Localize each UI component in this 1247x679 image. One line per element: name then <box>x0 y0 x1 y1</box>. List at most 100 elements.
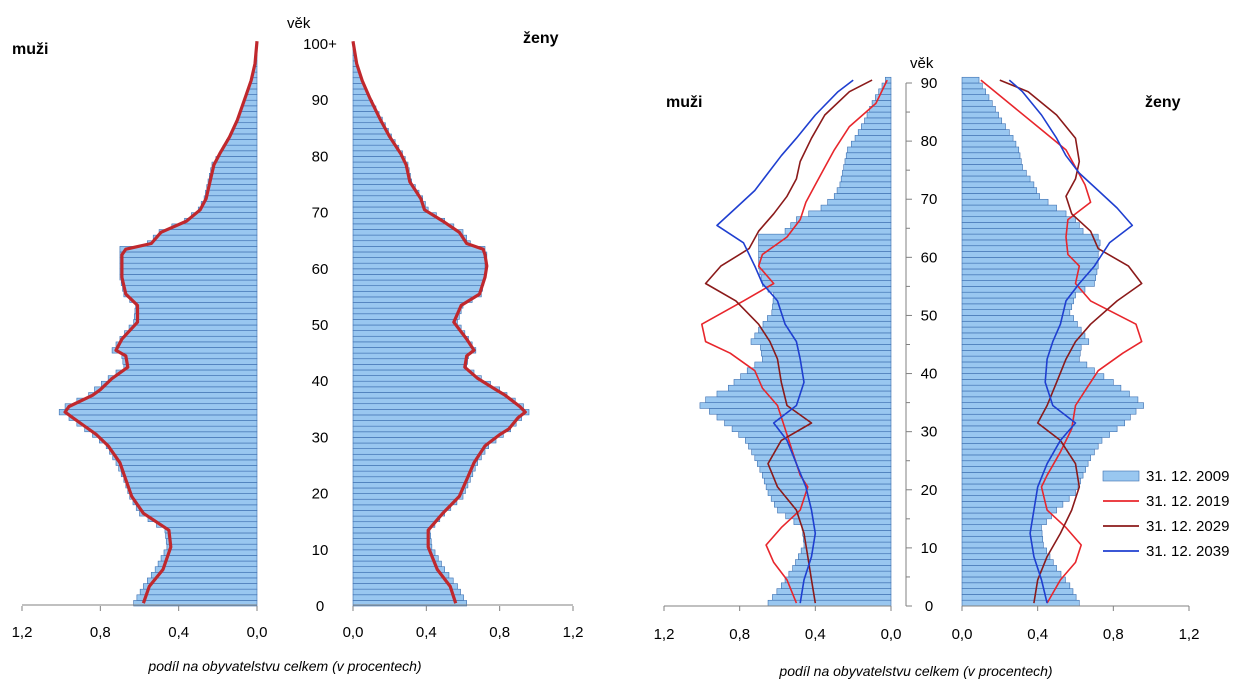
age-tick-label: 90 <box>312 92 329 109</box>
female-age-bar <box>961 315 1074 322</box>
pyramid-projection-chart: muži ženy věk 0 10 20 30 40 50 60 70 80 90 1,2 0,8… <box>654 55 1230 679</box>
male-age-bar <box>92 431 258 438</box>
male-age-bar <box>758 251 892 258</box>
male-age-bar <box>150 572 258 579</box>
female-age-bar <box>352 386 500 393</box>
female-age-bar <box>352 201 426 208</box>
female-age-bar <box>352 274 486 281</box>
female-age-bar <box>961 82 983 90</box>
female-age-bar <box>352 588 461 596</box>
male-age-bar <box>840 175 892 183</box>
male-age-bar <box>731 425 892 432</box>
female-age-bar <box>961 332 1086 339</box>
legend-label: 31. 12. 2009 <box>1146 468 1229 485</box>
female-age-bar <box>961 146 1020 154</box>
male-age-bar <box>765 483 892 491</box>
female-age-bar <box>961 408 1137 415</box>
male-age-bar <box>827 198 892 206</box>
pyramid-projection-female-label: ženy <box>1145 94 1181 111</box>
male-age-bar <box>207 178 258 185</box>
female-age-bar <box>961 309 1071 316</box>
male-x-tick-label: 0,8 <box>729 626 750 643</box>
female-x-tick-label: 1,2 <box>563 624 584 641</box>
male-age-bar <box>767 599 892 607</box>
pyramid-projection-male-x-ticks: 1,2 0,8 0,4 0,0 <box>654 606 901 643</box>
female-age-bar <box>961 228 1084 235</box>
pyramid-projection-legend: 31. 12. 2009 31. 12. 2019 31. 12. 2029 31. … <box>1102 468 1229 560</box>
female-age-bar <box>961 355 1080 363</box>
male-age-bar <box>129 296 258 303</box>
female-age-bar <box>961 361 1088 369</box>
female-age-bar <box>352 560 442 567</box>
male-age-bar <box>157 560 258 567</box>
female-age-bar <box>961 297 1074 305</box>
male-age-bar <box>237 116 258 123</box>
female-age-bar <box>352 380 491 388</box>
female-age-bar <box>352 454 482 461</box>
female-age-bar <box>961 483 1079 491</box>
male-age-bar <box>758 233 892 241</box>
female-age-bar <box>961 512 1052 520</box>
male-age-bar <box>210 167 258 174</box>
male-age-bar <box>64 403 258 410</box>
male-age-bar <box>231 128 258 135</box>
male-age-bar <box>165 532 258 539</box>
female-age-bar <box>961 280 1095 287</box>
female-age-bar <box>352 431 504 438</box>
female-age-bar <box>961 164 1023 171</box>
female-age-bar <box>352 347 477 354</box>
male-age-bar <box>733 379 892 386</box>
male-age-bar <box>785 512 892 520</box>
age-tick-label: 60 <box>312 261 329 278</box>
legend-swatch-bars <box>1102 470 1140 482</box>
pyramid-projection-lines <box>700 79 1143 604</box>
male-age-bar <box>773 291 892 299</box>
male-age-bar <box>203 195 258 202</box>
female-age-bar <box>961 466 1086 473</box>
male-age-bar <box>119 274 258 281</box>
female-age-bar <box>352 184 416 191</box>
female-age-bar <box>352 212 437 219</box>
male-age-bar <box>122 285 258 292</box>
female-age-bar <box>352 364 467 371</box>
male-age-bar <box>205 189 258 197</box>
pyramid-2009-age-ticks: 0 10 20 30 40 50 60 70 80 90 100+ <box>303 36 337 615</box>
pyramid-2009-x-axis-title: podíl na obyvatelstvu celkem (v procente… <box>147 658 421 674</box>
male-age-bar <box>101 380 258 388</box>
male-age-bar <box>767 286 892 293</box>
female-series-line-0 <box>980 79 1143 604</box>
male-age-bar <box>58 409 258 416</box>
male-age-bar <box>750 338 892 345</box>
male-age-bar <box>754 454 892 462</box>
female-age-bar <box>961 198 1049 206</box>
male-age-bar <box>762 355 892 363</box>
male-age-bar <box>209 173 258 180</box>
male-age-bar <box>239 111 258 118</box>
male-age-bar <box>147 577 258 584</box>
pyramid-projection-x-axis-title: podíl na obyvatelstvu celkem (v procente… <box>778 663 1052 679</box>
female-age-bar <box>352 437 497 444</box>
male-age-bar <box>885 76 892 84</box>
male-age-bar <box>226 139 258 146</box>
female-age-bar <box>352 498 458 506</box>
female-age-bar <box>352 448 486 455</box>
female-age-bar <box>352 178 412 185</box>
male-age-bar <box>147 240 258 247</box>
male-age-bar <box>129 493 258 500</box>
female-age-bar <box>352 510 445 517</box>
male-age-bar <box>803 541 892 549</box>
male-age-bar <box>866 111 892 119</box>
female-age-bar <box>352 409 530 416</box>
female-age-bar <box>352 392 508 399</box>
pyramid-2009-lines <box>63 40 527 604</box>
male-age-bar <box>845 152 892 159</box>
male-age-bar <box>843 164 892 171</box>
female-age-bar <box>961 76 980 84</box>
male-age-bar <box>728 384 892 392</box>
male-age-bar <box>139 510 258 517</box>
female-age-bar <box>352 487 466 494</box>
age-tick-label: 40 <box>921 366 938 383</box>
female-x-tick-label: 0,4 <box>416 624 437 641</box>
female-age-bar <box>961 460 1089 467</box>
male-age-bar <box>234 122 258 129</box>
